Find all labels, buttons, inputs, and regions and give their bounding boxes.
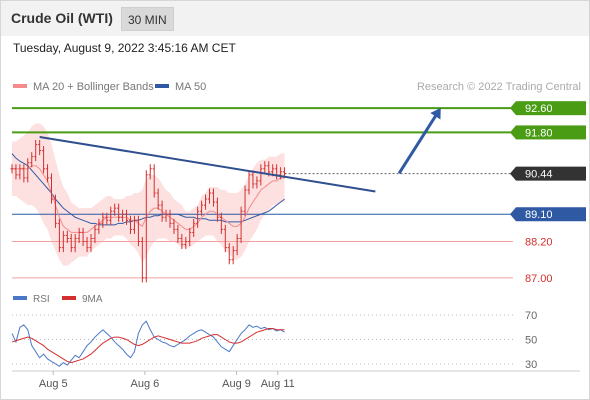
current-price-label: 90.44 [525,169,553,181]
rsi-legend-swatch [13,296,27,300]
projection-arrow-head [430,107,441,120]
credit-text: Research © 2022 Trading Central [417,81,581,93]
rsi-ma-legend-label: 9MA [82,294,103,305]
resistance-label-box [516,101,586,116]
interval-button[interactable]: 30 MIN [121,7,174,31]
resistance-label-box [516,125,586,140]
rsi-legend-label: RSI [33,294,50,305]
timestamp: Tuesday, August 9, 2022 3:45:16 AM CET [13,41,236,55]
current-price-box [516,166,586,181]
ma50-legend-label: MA 50 [175,81,206,93]
projection-arrow-shaft [397,110,440,175]
trend-line [39,135,376,193]
support-label: 88.20 [525,237,553,249]
x-tick-label: Aug 5 [39,378,68,390]
pivot-label: 89.10 [525,209,553,221]
current-price-pointer [510,166,516,181]
ma20-legend-swatch [13,84,27,88]
price-bars [10,140,287,283]
pivot-label-pointer [510,207,516,222]
rsi-tick-label: 70 [525,310,537,322]
x-tick-label: Aug 9 [222,378,251,390]
rsi-tick-label: 50 [525,335,537,347]
resistance-label: 91.80 [525,127,553,139]
x-tick-label: Aug 11 [261,378,295,390]
ma50-legend-swatch [155,84,169,88]
support-label: 87.00 [525,273,553,285]
resistance-label-pointer [510,101,516,116]
x-tick-label: Aug 6 [131,378,160,390]
ma20-line [12,165,285,233]
resistance-label-pointer [510,125,516,140]
rsi-tick-label: 30 [525,359,537,371]
header-bar: Crude Oil (WTI) 30 MIN [0,0,590,36]
rsi-ma-legend-swatch [62,296,76,300]
ma50-line [11,153,285,226]
pivot-label-box [516,207,586,222]
ma20-legend-label: MA 20 + Bollinger Bands [33,81,154,93]
bollinger-band [12,123,285,266]
rsi-ma-line [11,328,285,364]
rsi-line [11,320,285,367]
instrument-title: Crude Oil (WTI) [11,10,113,26]
resistance-label: 92.60 [525,103,553,115]
